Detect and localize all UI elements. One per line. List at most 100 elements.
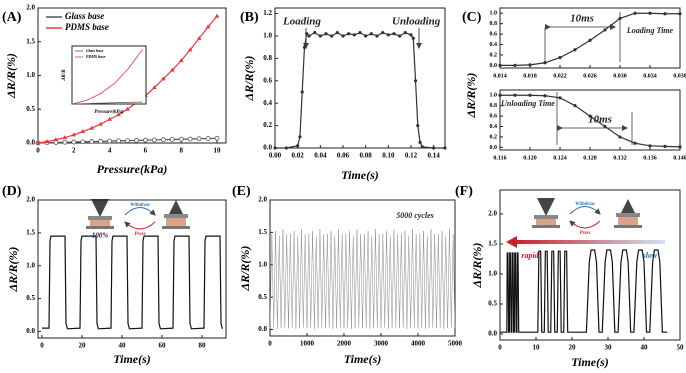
marker: [633, 141, 637, 145]
x-tick-label: 0.14: [428, 152, 441, 160]
marker: [296, 144, 300, 148]
x-tick-label: 0.06: [337, 152, 350, 160]
y-tick-label: 0.0: [490, 63, 498, 69]
marker: [420, 145, 424, 149]
y-tick-label: 1.0: [488, 270, 497, 278]
marker: [678, 145, 682, 149]
marker: [305, 32, 309, 36]
marker: [663, 144, 667, 148]
marker: [375, 34, 379, 38]
marker: [62, 139, 68, 145]
marker: [330, 34, 334, 38]
x-axis-label: Pressure(kPa): [97, 162, 168, 176]
marker: [558, 96, 562, 100]
y-tick-label: 0.0: [258, 325, 267, 333]
x-tick-label: 0.136: [643, 155, 657, 161]
annotation: Unloading Time: [501, 99, 555, 108]
y-tick-label: 2.0: [258, 196, 267, 204]
x-tick-label: 20: [569, 344, 577, 352]
marker: [324, 32, 328, 36]
marker: [160, 137, 166, 143]
y-tick-label: 0.8: [490, 21, 498, 27]
y-tick-label: 1.2: [263, 9, 272, 17]
marker: [403, 31, 407, 35]
x-tick-label: 0.014: [493, 73, 507, 79]
series-line: [42, 235, 223, 330]
x-tick-label: 0.018: [523, 73, 537, 79]
annotation: 100%: [92, 232, 109, 240]
y-tick-label: 0.4: [490, 42, 498, 48]
marker: [98, 121, 103, 126]
x-tick-label: 5000: [448, 340, 463, 348]
x-tick-label: 1000: [300, 340, 315, 348]
x-tick-label: 0.026: [583, 73, 597, 79]
y-tick-label: 1.5: [26, 228, 35, 236]
annotation: 10ms: [570, 13, 594, 25]
marker: [214, 135, 220, 141]
marker: [196, 35, 202, 40]
annotation: Withdraw: [575, 202, 596, 207]
panel-label: (B): [240, 10, 259, 25]
x-tick-label: 40: [641, 344, 649, 352]
press-icon: [532, 198, 642, 229]
legend-label: PDMS base: [86, 54, 106, 59]
marker: [143, 137, 148, 143]
annotation: Loading: [282, 16, 321, 28]
annotation: Withdraw: [130, 203, 151, 208]
marker: [618, 16, 622, 21]
marker: [398, 34, 402, 38]
marker: [341, 34, 345, 38]
marker: [573, 104, 577, 108]
x-tick-label: 3000: [374, 340, 389, 348]
y-tick-label: 1.5: [488, 240, 497, 248]
marker: [169, 137, 175, 142]
y-tick-label: 1.0: [26, 261, 35, 269]
marker: [413, 79, 418, 83]
marker: [364, 34, 368, 38]
annotation: 5000 cycles: [396, 211, 434, 220]
annotation: rapid: [521, 251, 539, 260]
marker: [80, 139, 86, 145]
marker: [432, 146, 436, 150]
x-tick-label: 8: [179, 147, 183, 155]
marker: [588, 38, 592, 42]
x-tick-label: 0.12: [405, 152, 418, 160]
x-tick-label: 0.116: [493, 155, 506, 161]
marker: [603, 28, 607, 32]
marker: [418, 140, 422, 144]
y-axis-label: ΔR/R(%): [470, 243, 484, 289]
x-tick-label: 50: [677, 344, 685, 352]
x-axis-label: Time(s): [571, 355, 609, 369]
series-line: [71, 101, 143, 105]
marker: [543, 61, 547, 65]
y-tick-label: 0.6: [263, 76, 272, 84]
marker: [80, 129, 86, 134]
x-tick-label: 10: [533, 344, 541, 352]
marker: [528, 93, 532, 97]
y-tick-label: 1.0: [490, 11, 498, 17]
marker: [71, 132, 77, 137]
marker: [392, 32, 396, 36]
annotation: Press: [579, 231, 590, 236]
x-tick-label: 0.10: [382, 152, 395, 160]
marker: [313, 31, 317, 35]
plot-frame: [499, 189, 681, 341]
x-tick-label: 20: [79, 342, 87, 350]
plot-frame: [274, 7, 446, 149]
marker: [98, 138, 104, 144]
marker: [205, 24, 211, 29]
y-axis-label: ΔR/R(%): [242, 56, 256, 102]
y-axis-label: ΔR/R: [62, 69, 67, 82]
marker: [411, 36, 415, 40]
y-tick-label: 1.0: [26, 71, 35, 79]
x-tick-label: 0.038: [673, 73, 686, 79]
x-tick-label: 0.140: [673, 155, 686, 161]
x-axis-label: Pressure(kPa): [94, 110, 124, 115]
y-tick-label: 2.0: [488, 210, 497, 218]
x-tick-label: 2000: [337, 340, 352, 348]
marker: [633, 11, 637, 15]
marker: [528, 63, 532, 67]
marker: [178, 58, 184, 63]
marker: [161, 76, 166, 81]
x-tick-label: 0.132: [613, 155, 627, 161]
